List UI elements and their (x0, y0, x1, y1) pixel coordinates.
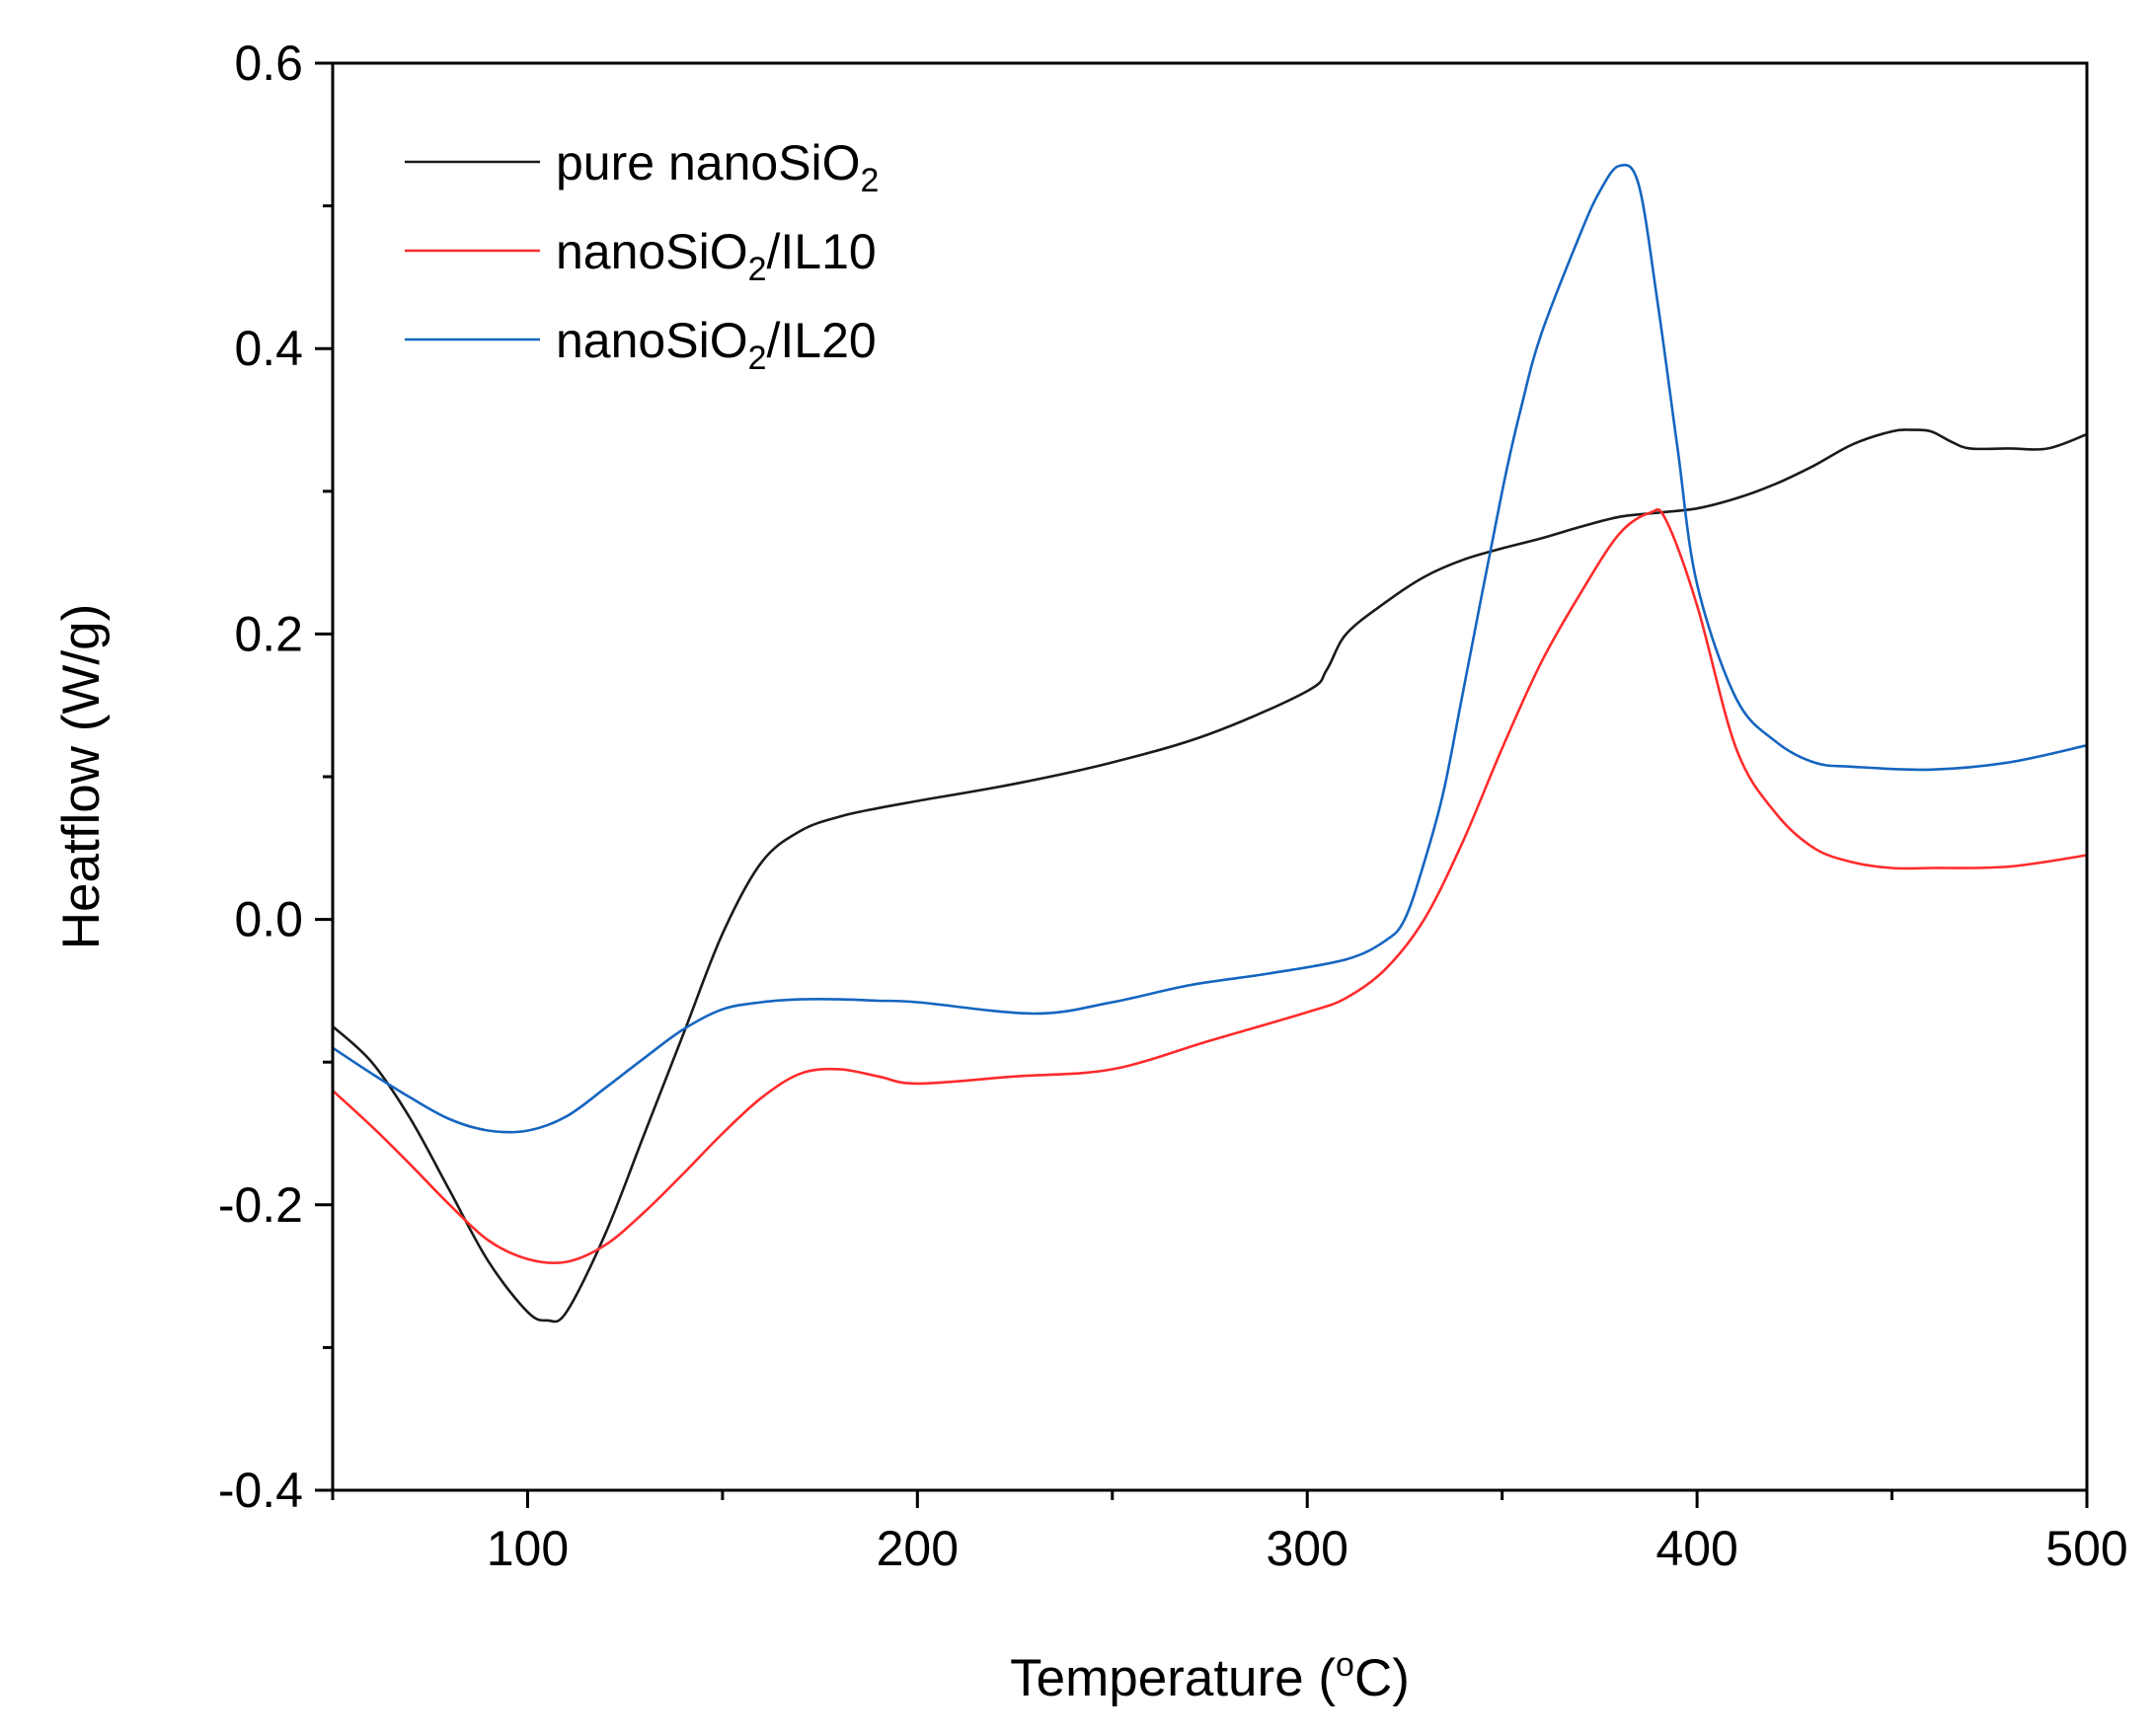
y-tick-label: 0.0 (234, 892, 303, 947)
legend-label-main: nanoSiO (556, 224, 748, 279)
y-tick-label: 0.6 (234, 36, 303, 91)
legend-label-tail: /IL10 (767, 224, 877, 279)
y-tick-label: -0.4 (218, 1463, 303, 1518)
series-line-nanosio2-il10 (331, 508, 2089, 1265)
y-tick-label: 0.4 (234, 321, 303, 376)
legend-label-main: pure nanoSiO (556, 135, 861, 190)
legend-label-tail: /IL20 (767, 313, 877, 368)
x-axis-title-superscript: o (1336, 1646, 1354, 1684)
series-line-pure-nanosio2 (331, 428, 2089, 1323)
x-axis-title-main: Temperature ( (1010, 1649, 1336, 1707)
plot-frame (331, 61, 2089, 1492)
x-tick-label: 400 (1656, 1521, 1737, 1576)
x-tick-label: 200 (877, 1521, 959, 1576)
ticks-group: 100 200 300 400 500 -0.4 -0.2 0.0 0.2 0.4 0.6 (218, 36, 2128, 1576)
x-axis-title: Temperature (oC) (1010, 1646, 1410, 1707)
legend-label-nanosio2-il20: nanoSiO2/IL20 (556, 313, 877, 377)
legend-label-pure-nanosio2: pure nanoSiO2 (556, 135, 879, 199)
legend-label-subscript: 2 (861, 162, 880, 199)
legend-label-subscript: 2 (748, 251, 767, 288)
y-axis-title: Heatflow (W/g) (52, 604, 111, 949)
legend-label-subscript: 2 (748, 339, 767, 377)
y-tick-label: -0.2 (218, 1177, 303, 1233)
x-axis-title-unit: C) (1354, 1649, 1410, 1707)
x-tick-label: 300 (1267, 1521, 1348, 1576)
legend-label-main: nanoSiO (556, 313, 748, 368)
x-tick-label: 500 (2045, 1521, 2127, 1576)
x-tick-label: 100 (487, 1521, 569, 1576)
legend-label-nanosio2-il10: nanoSiO2/IL10 (556, 224, 877, 288)
y-tick-label: 0.2 (234, 606, 303, 661)
series-group (331, 163, 2089, 1323)
series-line-nanosio2-il20 (331, 163, 2089, 1134)
